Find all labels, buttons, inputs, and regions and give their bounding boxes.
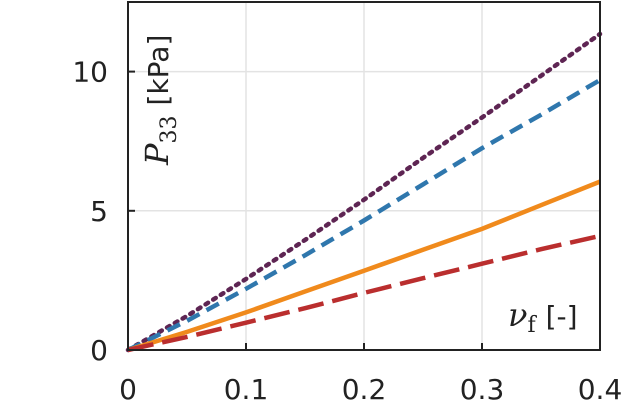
y-axis-unit: [kPa] (142, 35, 175, 106)
x-axis-subscript: f (527, 313, 537, 338)
y-axis-subscript: 33 (157, 115, 182, 143)
y-tick-label-0: 0 (90, 334, 108, 367)
series-line-3 (127, 179, 601, 353)
ticks: 0 0.1 0.2 0.3 0.4 0 5 10 (72, 56, 622, 406)
y-tick-label-1: 5 (90, 195, 108, 228)
x-axis-label: νf [-] (508, 296, 578, 338)
x-tick-label-4: 0.4 (578, 373, 623, 406)
x-tick-label-0: 0 (119, 373, 137, 406)
series-line-2 (127, 78, 602, 353)
y-axis-symbol: P (138, 143, 176, 166)
series-line-1 (125, 31, 603, 353)
x-tick-label-1: 0.1 (224, 373, 269, 406)
x-tick-label-2: 0.2 (342, 373, 387, 406)
y-axis-label: P33 [kPa] (138, 35, 182, 166)
series-layer (125, 31, 603, 353)
grid (127, 2, 601, 351)
y-tick-label-2: 10 (72, 56, 108, 89)
x-axis-unit: [-] (546, 300, 578, 333)
series-line-4 (127, 233, 601, 353)
x-tick-label-3: 0.3 (460, 373, 505, 406)
x-axis-symbol: ν (508, 296, 527, 334)
